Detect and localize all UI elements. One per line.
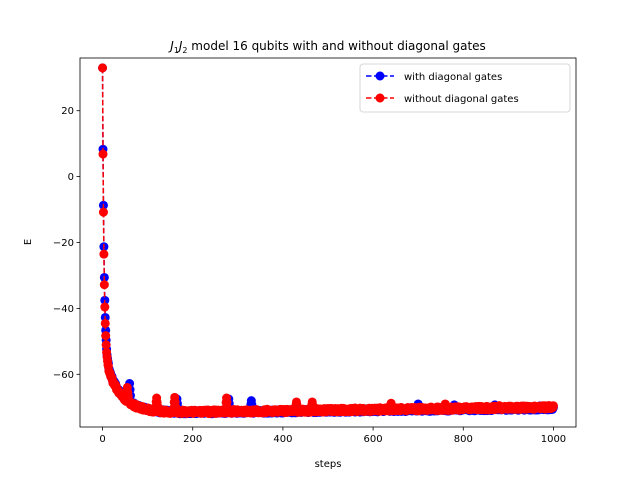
y-tick-label: 0: [68, 172, 74, 183]
x-tick-label: 600: [364, 434, 383, 445]
x-tick-label: 0: [99, 434, 105, 445]
legend: with diagonal gates without diagonal gat…: [359, 63, 571, 113]
data-point: [99, 280, 109, 290]
y-tick-label: −40: [53, 304, 74, 315]
series-line: [101, 67, 555, 417]
x-axis-label: steps: [315, 459, 342, 470]
data-point: [100, 302, 110, 312]
y-tick-label: −60: [53, 370, 74, 381]
x-tick-label: 800: [454, 434, 473, 445]
series-with-diagonal-gates: [98, 63, 558, 419]
series-line: [101, 67, 555, 416]
data-point: [99, 249, 109, 259]
series-without-diagonal-gates: [98, 63, 558, 418]
y-tick-label: −20: [53, 238, 74, 249]
data-point: [100, 318, 110, 328]
chart-title: J1J2 model 16 qubits with and without di…: [168, 39, 486, 55]
plot-frame: [79, 57, 577, 428]
y-axis-label: E: [23, 239, 34, 245]
x-tick-label: 400: [273, 434, 292, 445]
legend-label-without-diagonal: without diagonal gates: [404, 94, 519, 105]
series-layer: [98, 63, 558, 419]
y-axis: 20 0 −20 −40 −60: [53, 106, 80, 381]
data-point: [101, 340, 111, 350]
legend-box: [359, 63, 571, 113]
data-point: [98, 149, 108, 159]
legend-marker-without-diagonal: [375, 93, 385, 103]
x-tick-label: 200: [183, 434, 202, 445]
x-axis: 0 200 400 600 800 1000: [99, 427, 566, 445]
legend-marker-with-diagonal: [375, 71, 385, 81]
data-point: [548, 401, 558, 411]
legend-label-with-diagonal: with diagonal gates: [404, 72, 502, 83]
data-point: [98, 207, 108, 217]
y-tick-label: 20: [61, 106, 74, 117]
x-tick-label: 1000: [541, 434, 566, 445]
data-point: [101, 331, 111, 341]
data-point: [98, 63, 108, 73]
